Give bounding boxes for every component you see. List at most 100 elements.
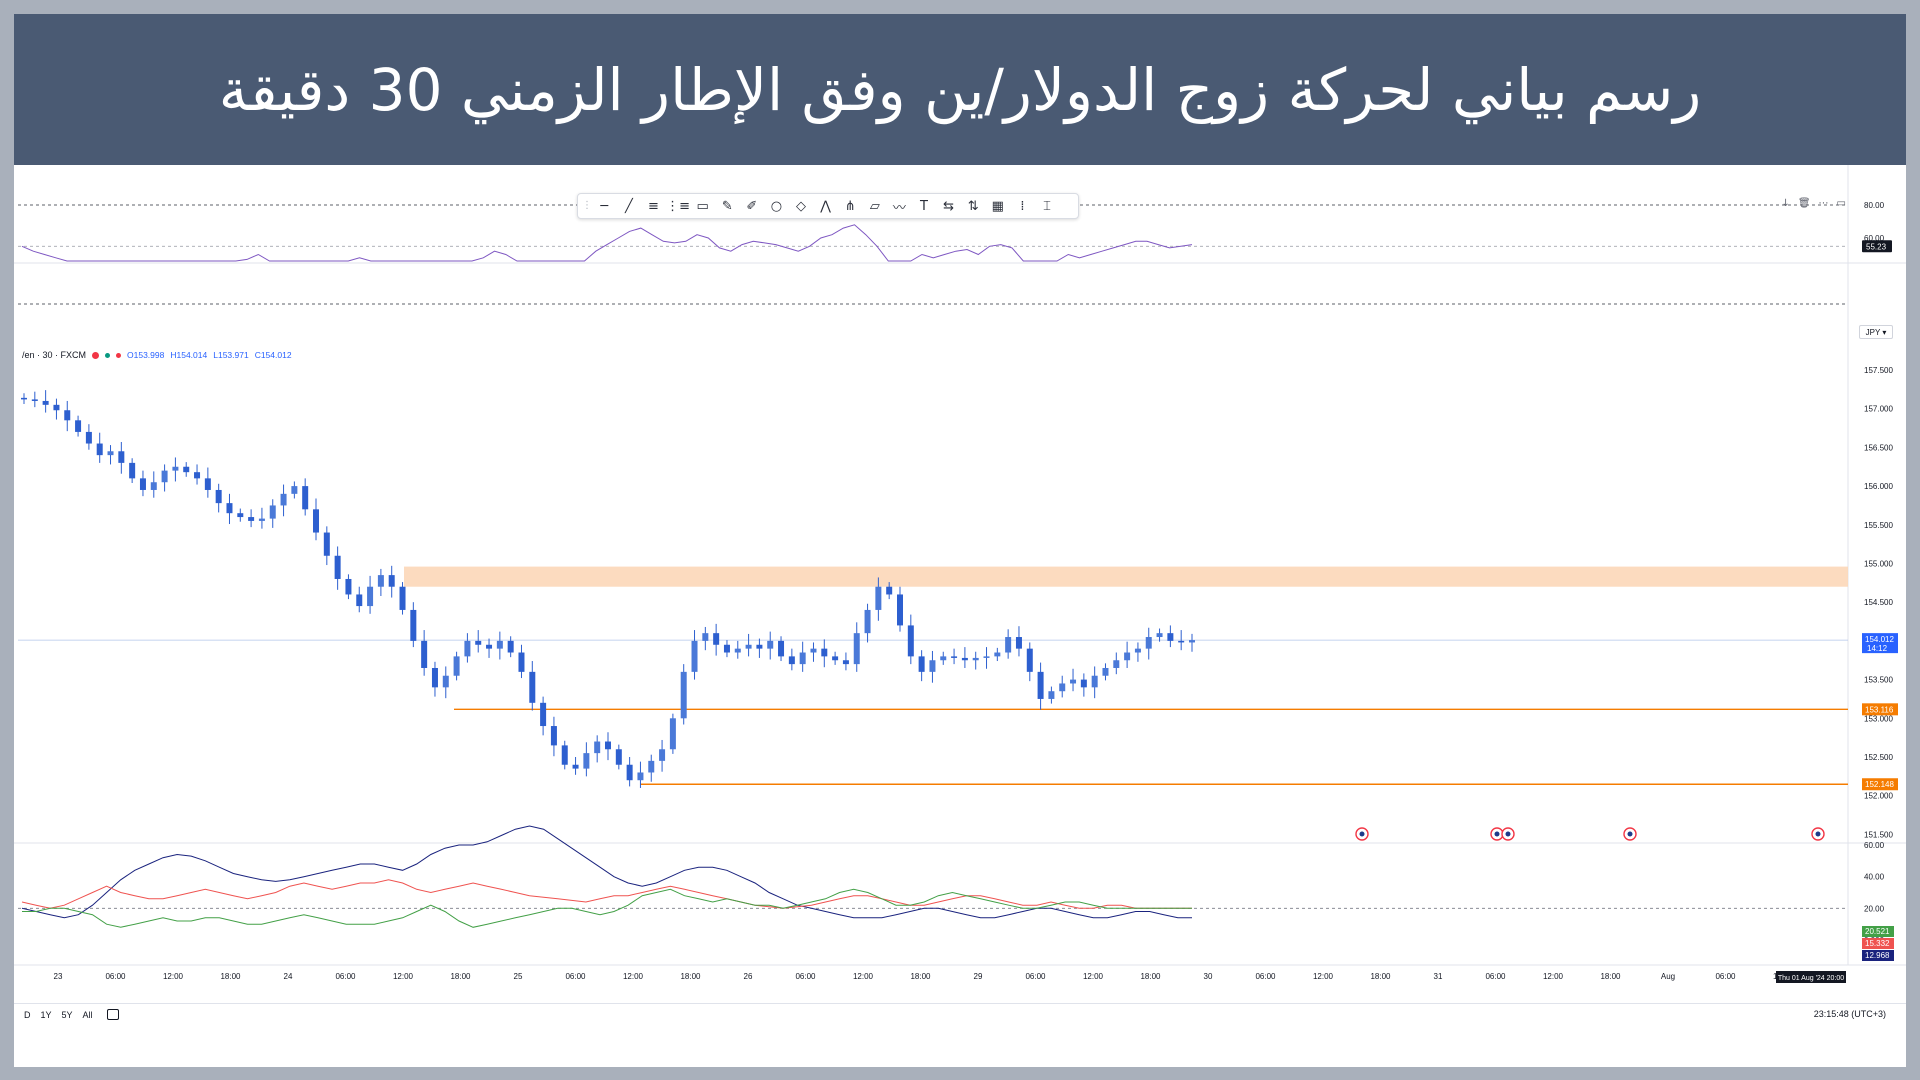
time-tick-label: 12:00 [1083,972,1104,981]
candle-body [875,586,882,610]
economic-event-icon-center [1815,831,1821,837]
support-price-badge [1862,703,1898,716]
currency-label: JPY [1865,327,1881,337]
time-tick-label: 06:00 [795,972,816,981]
pen-icon[interactable]: ✐ [746,198,758,214]
candle-body [226,503,233,514]
candle-body [669,718,676,750]
range-button-1y[interactable]: 1Y [40,1009,52,1020]
time-tick-label: 18:00 [1370,972,1391,981]
range-button-all[interactable]: All [82,1009,93,1020]
chart-canvas[interactable]: 80.0060.0055.23157.500157.000156.500156.… [14,165,1906,1067]
circle-icon[interactable]: ○ [770,198,783,214]
time-tick-label: Aug [1661,972,1675,981]
economic-event-icon-center [1494,831,1500,837]
time-tick-label: 25 [514,972,523,981]
candle-body [961,657,968,661]
chart-panel: 80.00 60.00 55.23 157.500 157.000 156.500 156.… [14,165,1906,1067]
candle-body [399,586,406,610]
pattern-icon[interactable]: ⋀ [820,198,831,214]
time-tick-label: 12:00 [1543,972,1564,981]
toolbar-grip-icon[interactable]: ⋮ [582,200,592,211]
countdown-label: 14:12 [1867,644,1888,653]
candle-body [345,578,352,595]
calendar-icon[interactable] [106,1009,119,1020]
adx-line [21,825,1192,919]
long-position-icon[interactable]: ⇅ [967,198,979,214]
brush-icon[interactable]: ✎ [721,198,733,214]
trend-line-icon[interactable]: ╱ [624,198,633,214]
price-tick-label: 157.000 [1864,405,1893,414]
candle-body [118,451,125,463]
table-icon[interactable]: ▦ [991,198,1004,214]
candle-body [442,675,449,688]
drawing-toolbar: ⋮ ─ ╱ ≡ ⋮≡ ▭ ✎ ✐ ○ ◇ ⋀ ⋔ ▱ 〰 T ⇆ ⇅ ▦ ⁞ ⌶ [577,193,1079,219]
candle-body [280,493,287,506]
price-tick-label: 152.000 [1864,792,1893,801]
candle-body [1167,633,1174,641]
candle-body [821,648,828,657]
time-tick-label: 31 [1434,972,1443,981]
candle-body [799,652,806,665]
price-tick-label: 151.500 [1864,830,1893,839]
time-tick-label: 18:00 [450,972,471,981]
candle-body [107,451,114,456]
vertical-line-icon[interactable]: ⁞ [1020,198,1025,214]
parallel-channel-icon[interactable]: ≡ [648,198,659,214]
arrow-down-icon[interactable]: ↓ [1781,198,1790,209]
candle-body [1189,640,1195,643]
candle-body [940,656,947,661]
range-button-d[interactable]: D [24,1009,31,1020]
diamond-icon[interactable]: ◇ [796,198,807,214]
symbol-label[interactable]: /en · 30 · FXCM [22,350,87,360]
candle-body [334,555,341,579]
rsi-tick-label: 80.00 [1864,201,1885,210]
range-button-5y[interactable]: 5Y [61,1009,73,1020]
candle-body [139,478,146,490]
horizontal-line-icon[interactable]: ─ [600,198,609,214]
time-tick-label: 26 [744,972,753,981]
buy-dot-icon [105,352,111,358]
candle-body [594,741,601,754]
candle-body [778,640,785,657]
candle-body [637,772,644,781]
candle-body [1134,648,1141,653]
time-tick-label: 24 [284,972,293,981]
rsi-tick-label: 60.00 [1864,234,1885,243]
rectangle-icon[interactable]: ▭ [696,198,709,214]
candle-body [1156,633,1163,638]
measure-icon[interactable]: ⇆ [943,198,955,214]
price-tick-label: 157.500 [1864,366,1893,375]
text-icon[interactable]: T [920,198,928,214]
candle-body [367,586,374,607]
candle-body [258,518,265,521]
time-tick-label: 12:00 [163,972,184,981]
candle-body [313,509,319,533]
page-title: رسم بياني لحركة زوج الدولار/ين وفق الإطا… [218,55,1702,124]
callout-icon[interactable]: ▱ [869,198,880,214]
price-tick-label: 154.500 [1864,598,1893,607]
resistance-zone [404,566,1848,587]
cursor-icon[interactable]: ⌶ [1043,198,1051,214]
path-icon[interactable]: 〰 [892,200,906,216]
ohlc-open: O153.998 [127,350,165,360]
footer-strip [14,1025,1906,1067]
restore-icon[interactable]: ▭ [1836,198,1846,209]
candle-body [864,609,871,634]
candle-body [897,594,903,626]
time-tick-label: 18:00 [680,972,701,981]
pitchfork-icon[interactable]: ⋔ [844,198,856,214]
page-title-banner: رسم بياني لحركة زوج الدولار/ين وفق الإطا… [14,14,1906,165]
candle-body [453,656,460,676]
candle-body [832,656,839,661]
trash-icon[interactable]: 🗑 [1797,198,1811,209]
currency-selector[interactable]: JPY ▾ [1859,325,1893,339]
fib-icon[interactable]: ⋮≡ [666,198,691,214]
candle-body [1015,637,1022,649]
candle-body [410,609,417,641]
candle-body [615,749,622,765]
dmi-tick-label: 60.00 [1864,841,1885,850]
time-tick-label: 06:00 [1255,972,1276,981]
candle-body [842,660,849,665]
more-icon[interactable]: ⋯ [1818,198,1829,209]
